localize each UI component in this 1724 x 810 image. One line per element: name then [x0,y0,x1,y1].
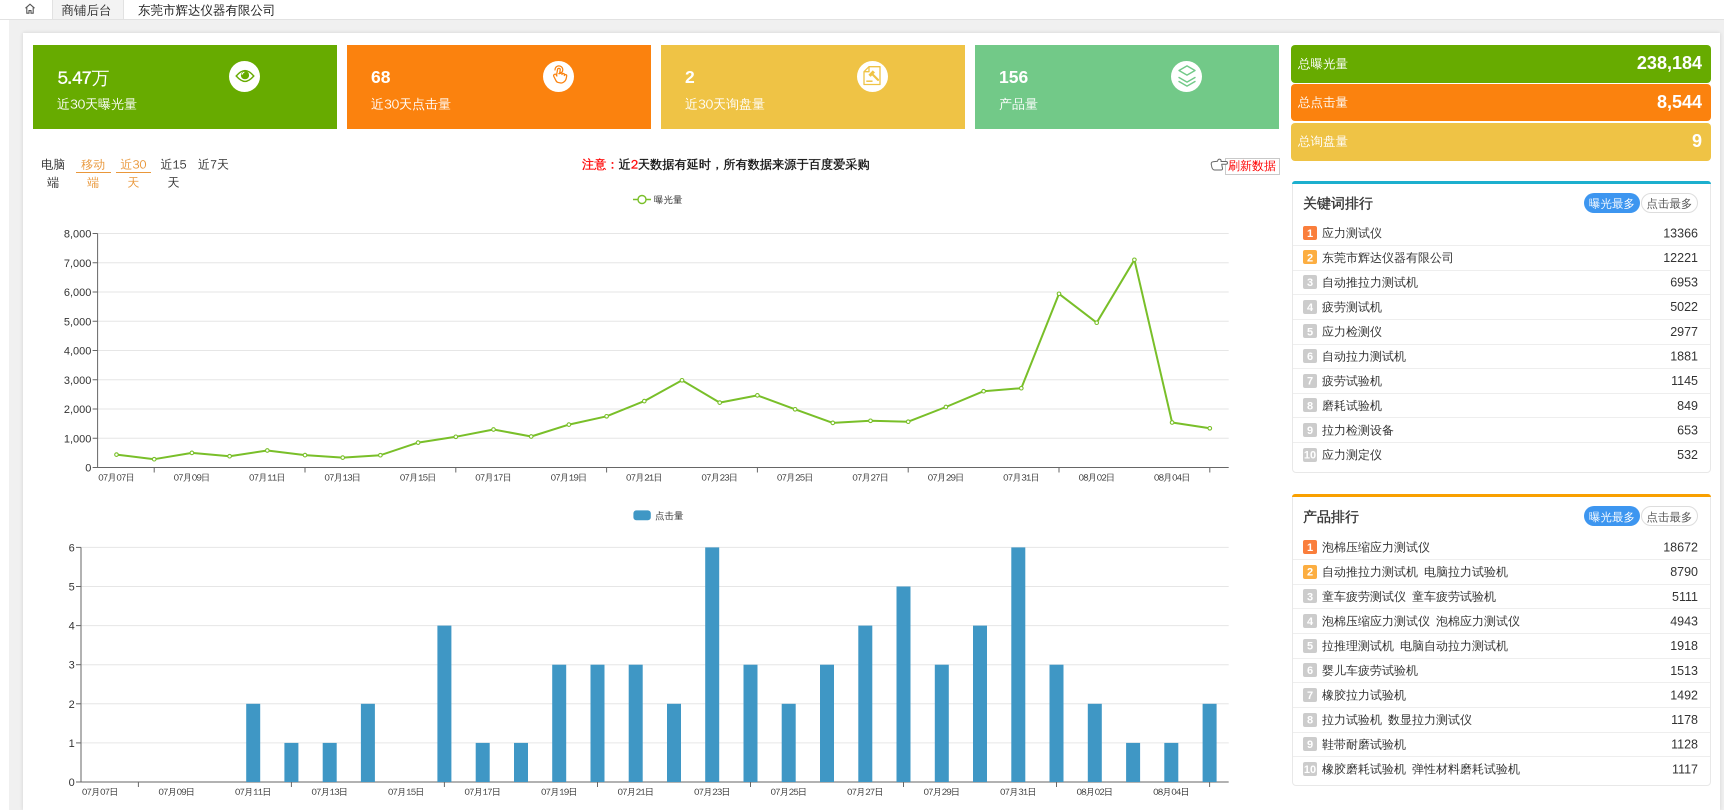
svg-text:653: 653 [1677,424,1698,438]
svg-text:3: 3 [1307,591,1313,603]
svg-text:6953: 6953 [1670,276,1698,290]
svg-text:1128: 1128 [1671,738,1698,752]
svg-text:7: 7 [1307,690,1313,702]
svg-text:6,000: 6,000 [64,287,92,299]
svg-text:5111: 5111 [1672,590,1698,604]
svg-text:4: 4 [1307,616,1314,628]
svg-text:6: 6 [69,542,75,554]
svg-text:5: 5 [1307,326,1313,338]
svg-text:8: 8 [1307,400,1313,412]
svg-text:8: 8 [1307,715,1313,727]
svg-text:4: 4 [1307,302,1314,314]
svg-text:4943: 4943 [1670,615,1698,629]
svg-text:18672: 18672 [1663,541,1698,555]
svg-text:0: 0 [69,777,75,789]
svg-text:849: 849 [1677,399,1698,413]
svg-text:1145: 1145 [1671,374,1698,388]
svg-text:5022: 5022 [1670,300,1698,314]
svg-text:5: 5 [1307,641,1313,653]
svg-text:2,000: 2,000 [64,404,92,416]
svg-text:2: 2 [69,699,75,711]
svg-text:1: 1 [1307,228,1313,240]
svg-text:1: 1 [69,738,75,750]
svg-text:8,000: 8,000 [64,229,92,241]
svg-text:5: 5 [69,582,75,594]
svg-text:6: 6 [1307,665,1313,677]
svg-text:1,000: 1,000 [64,433,92,445]
svg-text:3: 3 [69,660,75,672]
svg-text:3: 3 [1307,277,1313,289]
svg-text:7,000: 7,000 [64,258,92,270]
svg-text:6: 6 [1307,351,1313,363]
svg-text:9: 9 [1307,739,1313,751]
svg-text:9: 9 [1307,425,1313,437]
svg-text:10: 10 [1304,764,1316,776]
svg-text:0: 0 [85,463,91,475]
svg-text:1: 1 [1307,542,1313,554]
svg-text:1117: 1117 [1672,762,1698,776]
svg-text:2: 2 [1307,567,1313,579]
svg-text:5,000: 5,000 [64,316,92,328]
svg-text:1178: 1178 [1671,713,1698,727]
svg-text:12221: 12221 [1663,251,1698,265]
svg-text:1492: 1492 [1670,688,1698,702]
svg-text:4: 4 [69,621,75,633]
svg-text:532: 532 [1677,448,1698,462]
svg-text:7: 7 [1307,376,1313,388]
svg-text:1881: 1881 [1670,350,1698,364]
svg-text:3,000: 3,000 [64,375,92,387]
svg-text:2977: 2977 [1670,325,1698,339]
svg-text:8790: 8790 [1670,565,1698,579]
svg-text:10: 10 [1304,450,1316,462]
svg-text:1513: 1513 [1670,664,1698,678]
svg-text:13366: 13366 [1663,226,1698,240]
svg-text:1918: 1918 [1670,639,1698,653]
svg-text:4,000: 4,000 [64,346,92,358]
svg-text:2: 2 [1307,252,1313,264]
